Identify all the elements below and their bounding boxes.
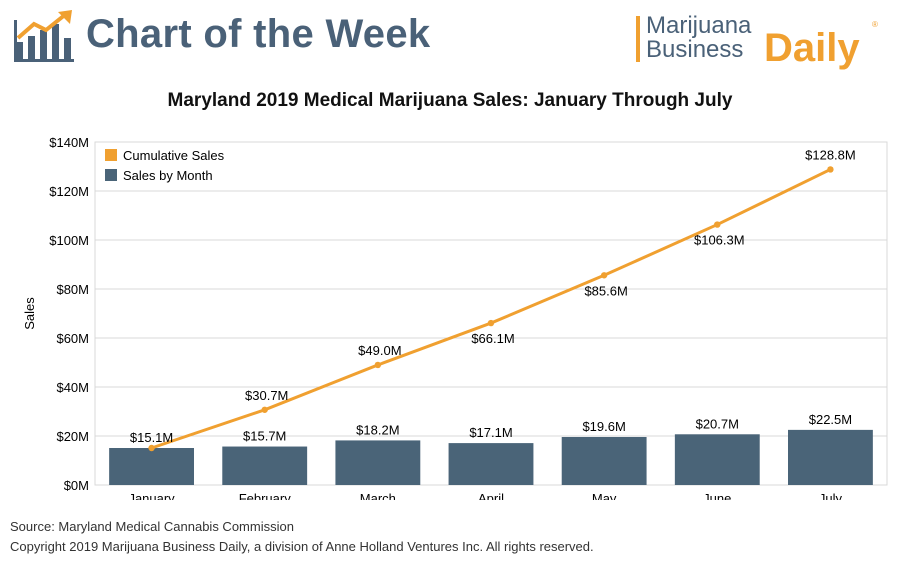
brand-line-1: Marijuana <box>646 12 752 39</box>
y-tick-label: $120M <box>49 184 89 199</box>
legend-swatch-monthly <box>105 169 117 181</box>
y-tick-label: $0M <box>64 478 89 493</box>
bar-value-label: $18.2M <box>356 422 399 437</box>
legend-label-monthly: Sales by Month <box>123 168 213 183</box>
brand-line-2: Business <box>646 36 744 63</box>
bar <box>335 440 421 485</box>
x-tick-label: July <box>819 491 843 500</box>
header: Chart of the Week Marijuana Business Dai… <box>0 0 900 80</box>
brand-logo: Marijuana Business Daily ® <box>636 12 886 70</box>
x-tick-label: March <box>360 491 396 500</box>
source-note: Source: Maryland Medical Cannabis Commis… <box>10 519 294 534</box>
bar-value-label: $15.1M <box>130 430 173 445</box>
footer: Source: Maryland Medical Cannabis Commis… <box>10 517 594 557</box>
line-point <box>600 272 608 279</box>
brand-accent-bar <box>636 16 640 62</box>
chart-of-the-week-title: Chart of the Week <box>86 12 431 56</box>
line-value-label: $30.7M <box>245 388 288 403</box>
brand-daily: Daily <box>764 26 860 70</box>
line-value-label: $85.6M <box>584 283 627 298</box>
y-tick-label: $100M <box>49 233 89 248</box>
chart-trend-icon <box>14 10 74 62</box>
x-tick-label: February <box>239 491 292 500</box>
bar-value-label: $17.1M <box>469 425 512 440</box>
line-value-label: $128.8M <box>805 147 856 162</box>
data-labels: $15.1M $15.7M $18.2M $17.1M $19.6M $20.7M $22.… <box>130 147 856 445</box>
x-tick-label: May <box>592 491 617 500</box>
cumulative-line <box>148 166 834 452</box>
bar <box>222 446 308 485</box>
y-tick-label: $60M <box>56 331 89 346</box>
bar-value-label: $19.6M <box>582 419 625 434</box>
line-point <box>487 319 495 327</box>
x-tick-label: January <box>128 491 175 500</box>
bar-value-label: $22.5M <box>809 412 852 427</box>
line-value-label: $49.0M <box>358 343 401 358</box>
x-tick-label: June <box>703 491 731 500</box>
x-axis-ticks: January February March April May June July <box>128 491 842 500</box>
sales-chart: $0M $20M $40M $60M $80M $100M $120M $140M Sales… <box>22 135 888 500</box>
brand-registered-mark: ® <box>872 20 878 29</box>
copyright-note: Copyright 2019 Marijuana Business Daily,… <box>10 539 594 554</box>
legend: Cumulative Sales Sales by Month <box>105 148 225 183</box>
line-point <box>261 406 268 413</box>
y-axis-label: Sales <box>22 297 37 330</box>
line-point <box>714 221 721 228</box>
monthly-bars <box>109 429 873 485</box>
legend-swatch-cumulative <box>105 149 117 161</box>
line-point <box>148 444 155 452</box>
bar <box>109 448 194 485</box>
y-tick-label: $20M <box>56 429 89 444</box>
bar <box>561 436 647 485</box>
bar <box>674 434 760 485</box>
line-value-label: $106.3M <box>694 233 745 248</box>
line-point <box>374 361 382 369</box>
y-tick-label: $40M <box>56 380 89 395</box>
cumulative-line-path <box>151 168 832 450</box>
y-tick-label: $140M <box>49 135 89 150</box>
chart-title: Maryland 2019 Medical Marijuana Sales: J… <box>167 90 733 111</box>
y-tick-label: $80M <box>56 282 89 297</box>
line-point <box>827 166 834 173</box>
x-tick-label: April <box>478 491 504 500</box>
bar-value-label: $15.7M <box>243 429 286 444</box>
legend-label-cumulative: Cumulative Sales <box>123 148 225 163</box>
bar <box>788 429 873 485</box>
y-axis-ticks: $0M $20M $40M $60M $80M $100M $120M $140M <box>49 135 89 493</box>
line-value-label: $66.1M <box>471 331 514 346</box>
bar <box>448 443 534 485</box>
bar-value-label: $20.7M <box>696 416 739 431</box>
